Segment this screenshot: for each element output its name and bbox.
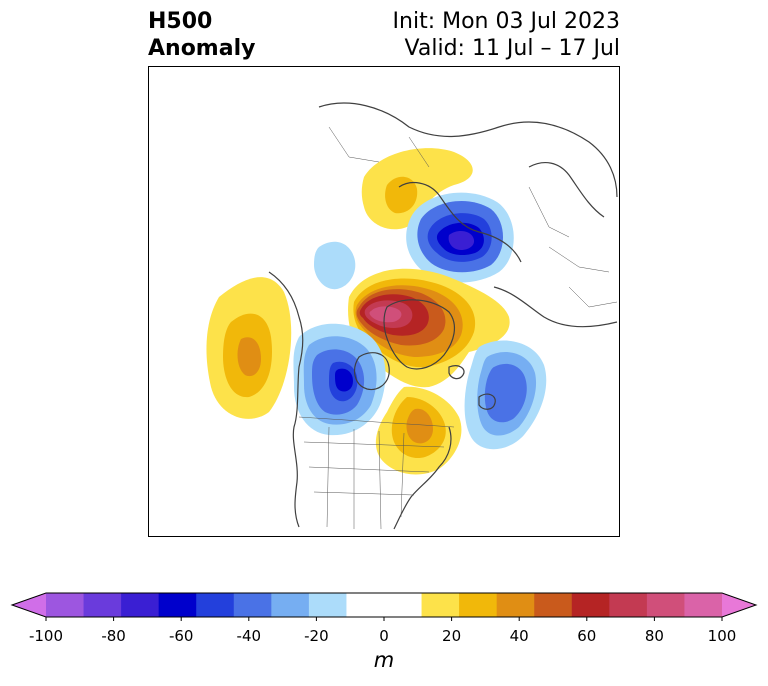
colorbar-bin (121, 593, 160, 617)
map-title-right: Init: Mon 03 Jul 2023 Valid: 11 Jul – 17… (393, 8, 620, 62)
colorbar-bin (571, 593, 610, 617)
negative-anomaly-canada (293, 323, 386, 436)
negative-anomaly-siberia (406, 192, 514, 283)
colorbar-bin (684, 593, 723, 617)
positive-anomaly-pacific (206, 277, 292, 419)
colorbar-unit-label: m (373, 648, 395, 672)
colorbar-tick-label: -80 (101, 627, 126, 645)
colorbar-bin (308, 593, 347, 617)
colorbar-bin (83, 593, 122, 617)
colorbar-bin (46, 593, 85, 617)
colorbar-extend-high (722, 593, 756, 617)
positive-anomaly-eastern-us (375, 386, 462, 475)
title-variable: H500 (148, 9, 213, 34)
political-borders (298, 126, 618, 530)
colorbar-tick-label: 0 (379, 627, 389, 645)
colorbar-bin (421, 593, 460, 617)
colorbar-bin (233, 593, 272, 617)
colorbar-bin (271, 593, 310, 617)
colorbar-bin (346, 593, 385, 617)
negative-anomaly-atlantic (464, 340, 547, 450)
negative-anomaly-bering (314, 241, 356, 290)
init-time-label: Init: Mon 03 Jul 2023 (392, 9, 620, 34)
colorbar-tick-label: 80 (644, 627, 664, 645)
colorbar-bin (384, 593, 423, 617)
colorbar-bin (534, 593, 573, 617)
coastlines (268, 102, 618, 530)
colorbar-tick-label: -20 (304, 627, 329, 645)
colorbar-bin (496, 593, 535, 617)
colorbar-tick-label: 60 (577, 627, 597, 645)
colorbar-bin (196, 593, 235, 617)
colorbar (10, 592, 758, 621)
colorbar-tick-label: -100 (28, 627, 64, 645)
positive-anomaly-arctic (348, 268, 510, 388)
colorbar-tick-label: -60 (168, 627, 194, 645)
colorbar-tick-label: 20 (442, 627, 462, 645)
colorbar-bin (646, 593, 685, 617)
colorbar-tick-label: -40 (236, 627, 262, 645)
colorbar-bin (609, 593, 648, 617)
colorbar-tick-label: 100 (707, 627, 737, 645)
map-panel (148, 66, 620, 537)
colorbar-bin (459, 593, 498, 617)
positive-anomaly-europe (361, 148, 473, 230)
colorbar-extend-low (12, 593, 46, 617)
title-type: Anomaly (148, 36, 256, 61)
map-title-left: H500 Anomaly (148, 8, 255, 62)
anomaly-map (149, 102, 618, 530)
colorbar-bin (158, 593, 197, 617)
colorbar-tick-label: 40 (509, 627, 529, 645)
valid-period-label: Valid: 11 Jul – 17 Jul (404, 36, 620, 61)
